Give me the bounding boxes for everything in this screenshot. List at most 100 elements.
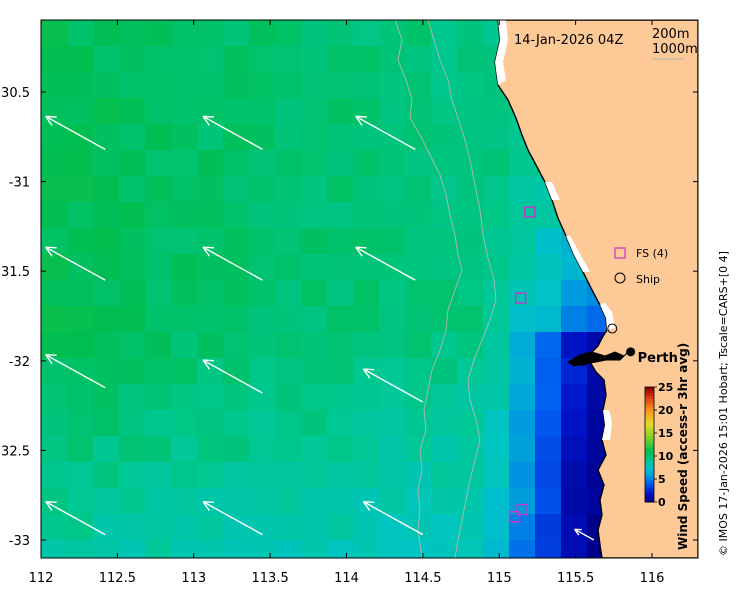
wind-cell — [483, 228, 510, 255]
wind-cell — [119, 150, 146, 177]
wind-cell — [197, 280, 224, 307]
wind-cell — [405, 410, 432, 437]
wind-cell — [119, 72, 146, 99]
wind-cell — [327, 202, 354, 229]
wind-cell — [249, 332, 276, 359]
wind-cell — [119, 124, 146, 151]
wind-cell — [119, 46, 146, 73]
wind-cell — [457, 410, 484, 437]
wind-cell — [249, 46, 276, 73]
wind-cell — [41, 306, 68, 333]
wind-cell — [431, 410, 458, 437]
wind-cell — [249, 150, 276, 177]
wind-cell — [275, 72, 302, 99]
colorbar-segment — [645, 487, 654, 491]
wind-cell — [301, 254, 328, 281]
wind-cell — [301, 72, 328, 99]
wind-cell — [275, 202, 302, 229]
wind-cell — [275, 124, 302, 151]
wind-cell — [223, 306, 250, 333]
wind-cell — [561, 488, 588, 515]
wind-cell — [223, 358, 250, 385]
wind-cell — [275, 150, 302, 177]
wind-cell — [327, 540, 354, 558]
x-tick-label: 114 — [334, 571, 359, 586]
wind-cell — [93, 332, 120, 359]
wind-cell — [67, 150, 94, 177]
wind-cell — [223, 332, 250, 359]
colorbar-segment — [645, 481, 654, 486]
colorbar-frame — [644, 386, 655, 503]
wind-cell — [93, 384, 120, 411]
colorbar-tick-label: 5 — [658, 473, 666, 486]
wind-cell — [509, 358, 536, 385]
colorbar-segment — [645, 395, 654, 399]
wind-cell — [301, 280, 328, 307]
wind-cell — [223, 228, 250, 255]
wind-cell — [249, 20, 276, 47]
wind-cell — [249, 514, 276, 541]
colorbar-segment — [645, 418, 654, 422]
wind-cell — [171, 150, 198, 177]
wind-cell — [457, 514, 484, 541]
wind-cell — [483, 410, 510, 437]
wind-cell — [93, 306, 120, 333]
fs-markers — [508, 206, 536, 523]
wind-cell — [145, 488, 172, 515]
wind-cell — [561, 540, 588, 558]
wind-cell — [431, 280, 458, 307]
wind-cell — [379, 410, 406, 437]
colorbar-title: Wind Speed (access-r 3hr avg) — [676, 343, 690, 550]
x-axis: 112 112.5 113 113.5 114 114.5 115 115.5 116 — [29, 20, 664, 586]
fs-marker — [514, 292, 527, 304]
wind-cell — [379, 280, 406, 307]
wind-cell — [535, 384, 562, 411]
wind-cell — [119, 280, 146, 307]
wind-cell — [535, 358, 562, 385]
wind-cell — [431, 150, 458, 177]
colorbar-segment — [645, 467, 654, 471]
wind-cell — [223, 280, 250, 307]
wind-cell — [561, 306, 588, 333]
wind-cell — [171, 228, 198, 255]
wind-cell — [405, 98, 432, 125]
wind-cell — [223, 410, 250, 437]
colorbar-segment — [645, 435, 654, 440]
wind-cell — [483, 436, 510, 463]
wind-cell — [561, 410, 588, 437]
wind-cell — [93, 488, 120, 515]
wind-cell — [483, 332, 510, 359]
wind-cell — [509, 228, 536, 255]
wind-cell — [353, 540, 380, 558]
y-tick-label: -31 — [9, 176, 30, 191]
wind-cell — [353, 384, 380, 411]
wind-cell — [223, 20, 250, 47]
colorbar-segment — [645, 441, 654, 445]
wind-cell — [457, 176, 484, 203]
wind-cell — [379, 202, 406, 229]
wind-cell — [171, 410, 198, 437]
wind-cell — [197, 384, 224, 411]
wind-cell — [327, 514, 354, 541]
wind-cell — [509, 332, 536, 359]
colorbar-segment — [645, 438, 654, 443]
wind-cell — [301, 462, 328, 489]
wind-cell — [379, 228, 406, 255]
wind-cell — [145, 462, 172, 489]
wind-cell — [249, 436, 276, 463]
wind-cell — [327, 254, 354, 281]
ship-legend-icon — [614, 272, 626, 284]
wind-cell — [431, 46, 458, 73]
wind-cell — [41, 254, 68, 281]
wind-cell — [223, 98, 250, 125]
wind-cell — [561, 280, 588, 307]
wind-cell — [535, 306, 562, 333]
colorbar-segment — [645, 476, 654, 480]
wind-cell — [67, 72, 94, 99]
colorbar-segment — [645, 401, 654, 405]
wind-cell — [249, 176, 276, 203]
wind-cell — [93, 150, 120, 177]
wind-cell — [483, 540, 510, 558]
wind-cell — [67, 46, 94, 73]
wind-cell — [93, 358, 120, 385]
